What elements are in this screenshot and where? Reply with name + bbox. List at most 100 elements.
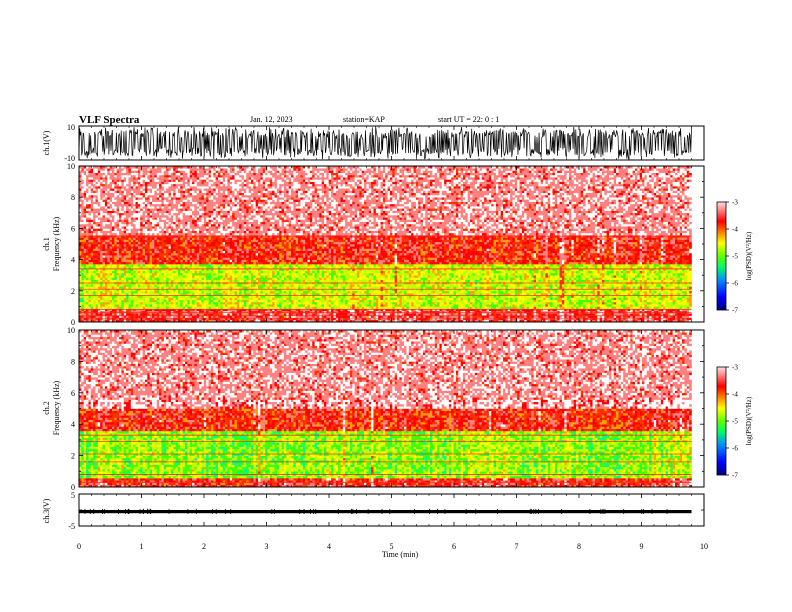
spectrogram-cell [95, 184, 98, 187]
spectrogram-cell [86, 168, 89, 171]
spectrogram-cell [81, 273, 84, 276]
spectrogram-cell [107, 231, 110, 234]
spectrogram-cell [150, 237, 153, 240]
spectrogram-cell [91, 306, 94, 309]
spectrogram-cell [133, 191, 136, 194]
spectrogram-cell [128, 257, 131, 260]
spectrogram-cell [131, 206, 134, 209]
vlf-spectra-figure: VLF Spectra Jan. 12, 2023 station=KAP st… [0, 0, 792, 612]
spectrogram-cell [147, 197, 150, 200]
spectrogram-cell [128, 260, 131, 263]
spectrogram-cell [157, 231, 160, 234]
spectrogram-cell [124, 255, 127, 258]
spectrogram-cell [138, 304, 141, 307]
spectrogram-cell [131, 191, 134, 194]
spectrogram-cell [157, 313, 160, 316]
spectrogram-cell [88, 191, 91, 194]
spectrogram-cell [145, 231, 148, 234]
spectrogram-cell [95, 244, 98, 247]
spectrogram-cell [121, 262, 124, 265]
spectrogram-cell [91, 237, 94, 240]
spectrogram-cell [121, 191, 124, 194]
spectrogram-cell [136, 304, 139, 307]
spectrogram-cell [98, 275, 101, 278]
spectrogram-cell [152, 186, 155, 189]
spectrogram-cell [114, 306, 117, 309]
spectrogram-cell [91, 286, 94, 289]
spectrogram-cell [93, 219, 96, 222]
spectrogram-cell [98, 251, 101, 254]
spectrogram-cell [95, 242, 98, 245]
spectrogram-cell [147, 237, 150, 240]
spectrogram-cell [138, 277, 141, 280]
spectrogram-cell [105, 195, 108, 198]
spectrogram-cell [124, 188, 127, 191]
spectrogram-cell [152, 273, 155, 276]
spectrogram-cell [152, 188, 155, 191]
spectrogram-cell [124, 286, 127, 289]
spectrogram-cell [95, 188, 98, 191]
spectrogram-cell [131, 242, 134, 245]
spectrogram-cell [147, 300, 150, 303]
spectrogram-cell [126, 193, 129, 196]
spectrogram-cell [126, 275, 129, 278]
spectrogram-cell [107, 275, 110, 278]
spectrogram-cell [103, 197, 106, 200]
spectrogram-cell [121, 177, 124, 180]
spectrogram-cell [140, 173, 143, 176]
spectrogram-cell [147, 262, 150, 265]
spectrogram-cell [140, 202, 143, 205]
spectrogram-cell [88, 251, 91, 254]
spectrogram-cell [159, 300, 162, 303]
spectrogram-cell [91, 260, 94, 263]
spectrogram-cell [112, 208, 115, 211]
spectrogram-cell [126, 240, 129, 243]
spectrogram-cell [117, 179, 120, 182]
spectrogram-cell [136, 260, 139, 263]
spectrogram-cell [93, 208, 96, 211]
spectrogram-cell [128, 184, 131, 187]
spectrogram-cell [154, 237, 157, 240]
spectrogram-cell [143, 304, 146, 307]
spectrogram-cell [157, 175, 160, 178]
spectrogram-cell [107, 177, 110, 180]
spectrogram-cell [114, 213, 117, 216]
spectrogram-cell [150, 191, 153, 194]
spectrogram-cell [112, 186, 115, 189]
spectrogram-cell [138, 217, 141, 220]
spectrogram-cell [145, 300, 148, 303]
spectrogram-cell [105, 186, 108, 189]
spectrogram-cell [95, 313, 98, 316]
spectrogram-cell [117, 184, 120, 187]
spectrogram-cell [110, 222, 113, 225]
spectrogram-cell [136, 240, 139, 243]
spectrogram-cell [119, 222, 122, 225]
spectrogram-cell [133, 206, 136, 209]
spectrogram-cell [157, 173, 160, 176]
spectrogram-cell [98, 188, 101, 191]
spectrogram-cell [154, 306, 157, 309]
spectrogram-cell [145, 280, 148, 283]
spectrogram-cell [133, 257, 136, 260]
spectrogram-cell [110, 231, 113, 234]
date-label: Jan. 12, 2023 [250, 115, 293, 124]
spectrogram-cell [145, 195, 148, 198]
spectrogram-cell [107, 217, 110, 220]
spectrogram-cell [95, 226, 98, 229]
spectrogram-cell [128, 266, 131, 269]
spectrogram-cell [112, 231, 115, 234]
spectrogram-cell [119, 204, 122, 207]
spectrogram-cell [126, 170, 129, 173]
spectrogram-cell [86, 300, 89, 303]
spectrogram-cell [105, 242, 108, 245]
spectrogram-cell [91, 284, 94, 287]
spectrogram-cell [107, 264, 110, 267]
spectrogram-cell [152, 231, 155, 234]
spectrogram-cell [133, 300, 136, 303]
spectrogram-cell [143, 264, 146, 267]
spectrogram-cell [145, 224, 148, 227]
spectrogram-cell [152, 182, 155, 185]
spectrogram-cell [119, 271, 122, 274]
spectrogram-cell [112, 257, 115, 260]
spectrogram-cell [117, 260, 120, 263]
